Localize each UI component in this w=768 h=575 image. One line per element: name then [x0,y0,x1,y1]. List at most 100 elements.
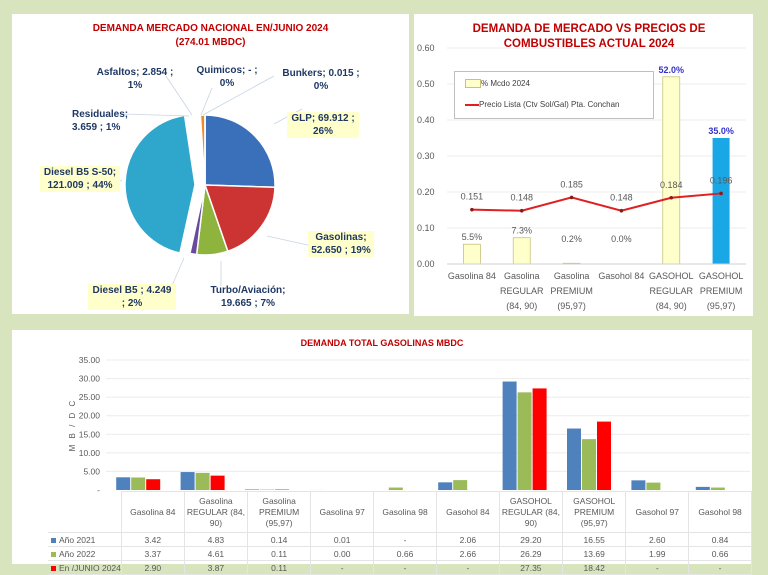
pie-chart-panel: DEMANDA MERCADO NACIONAL EN/JUNIO 2024 (… [12,14,409,314]
x-category-label: (95,97) [557,301,586,311]
table-row-header: Año 2021 [48,533,121,547]
price-line [472,193,721,210]
bar-a-o-2022 [196,473,210,490]
pie-chart-svg [12,14,409,314]
legend-swatch-line [465,104,479,106]
price-point [470,208,474,212]
pie-label-bunkers: Bunkers; 0.015 ;0% [278,67,364,93]
x-category-label: PREMIUM [700,286,743,296]
column-header-line: REGULAR (84, [185,507,247,518]
pie-label-residuales: Residuales;3.659 ; 1% [72,108,134,134]
price-data-label: 0.185 [560,179,583,189]
y-tick-label: 15.00 [79,429,101,439]
bar-en-junio-2024 [211,476,225,490]
y-tick-label: 30.00 [79,374,101,384]
price-data-label: 0.196 [710,175,733,185]
pie-label-asfaltos: Asfaltos; 2.854 ;1% [90,66,180,92]
column-header-line: Gasolina [185,496,247,507]
x-category-label: (95,97) [707,301,736,311]
bar-data-label: 7.3% [511,226,532,236]
pie-slice-diesel-b5-s-50 [125,115,195,253]
table-cell: 3.37 [121,547,184,561]
table-cell: 0.84 [689,533,752,547]
legend-item-bar: % Mcdo 2024 [465,79,530,88]
table-column-header: Gasohol 97 [626,492,689,533]
table-cell: - [374,561,437,575]
x-category-label: (84, 90) [656,301,687,311]
pie-label-quimicos: Quimicos; - ;0% [192,64,262,90]
table-cell: 0.14 [248,533,311,547]
table-cell: 3.42 [121,533,184,547]
table-cell: 4.61 [184,547,247,561]
bar-a-o-2021 [245,489,259,490]
table-column-header: Gasohol 98 [689,492,752,533]
column-header-line: Gasohol 97 [626,507,688,518]
combo-legend: % Mcdo 2024 Precio Lista (Ctv Sol/Gal) P… [454,71,654,119]
bar-a-o-2022 [389,488,403,490]
y-tick-label: 0.60 [417,43,435,53]
leader-line-gasolinas [267,236,312,246]
y-tick-label: 0.40 [417,115,435,125]
table-column-header: Gasolina 98 [374,492,437,533]
bar-en-junio-2024 [146,479,160,490]
x-category-label: GASOHOL [699,271,744,281]
table-cell: 0.11 [248,547,311,561]
table-cell: - [626,561,689,575]
combo-chart-svg: 0.000.100.200.300.400.500.605.5%7.3%0.2%… [414,14,753,316]
bar-en-junio-2024 [597,422,611,490]
bar-mcdo [513,238,530,264]
column-header-line: Gasolina 84 [122,507,184,518]
legend-swatch-bar [465,79,481,88]
bar-data-label: 35.0% [708,126,734,136]
y-tick-label: 25.00 [79,392,101,402]
bar-a-o-2021 [116,477,130,490]
column-header-line: (95,97) [248,518,310,529]
bar-data-label: 0.2% [561,234,582,244]
table-cell: 2.06 [436,533,499,547]
table-cell: 0.66 [374,547,437,561]
table-cell: 0.00 [311,547,374,561]
bar-a-o-2021 [503,382,517,490]
x-category-label: Gasolina [554,271,590,281]
y-tick-label: 5.00 [83,466,100,476]
bar-data-label: 0.0% [611,234,632,244]
table-corner [48,492,121,533]
y-tick-label: 20.00 [79,411,101,421]
table-column-header: Gasolina 97 [311,492,374,533]
y-tick-label: 0.00 [417,259,435,269]
price-point [620,209,624,213]
column-header-line: (95,97) [563,518,625,529]
table-cell: - [689,561,752,575]
pie-label-turbo: Turbo/Aviación;19.665 ; 7% [205,284,291,310]
table-cell: 4.83 [184,533,247,547]
column-header-line: Gasolina [248,496,310,507]
table-row-header: En /JUNIO 2024 [48,561,121,575]
bar-a-o-2022 [131,477,145,490]
table-cell: 26.29 [499,547,562,561]
price-data-label: 0.148 [510,193,533,203]
y-tick-label: 0.50 [417,79,435,89]
legend-key-icon [51,566,56,571]
legend-item-line: Precio Lista (Ctv Sol/Gal) Pta. Conchan [465,100,620,109]
pie-label-glp: GLP; 69.912 ;26% [287,112,359,138]
column-header-line: Gasohol 98 [689,507,751,518]
pie-slice-glp [205,115,275,187]
table-cell: 2.90 [121,561,184,575]
table-column-header: Gasolina 84 [121,492,184,533]
table-cell: 0.11 [248,561,311,575]
price-point [669,196,673,200]
pie-label-diesel-b5: Diesel B5 ; 4.249; 2% [88,284,176,310]
column-header-line: GASOHOL [563,496,625,507]
y-tick-label: 10.00 [79,448,101,458]
table-cell: 0.66 [689,547,752,561]
column-header-line: PREMIUM [248,507,310,518]
bar-a-o-2021 [696,487,710,490]
